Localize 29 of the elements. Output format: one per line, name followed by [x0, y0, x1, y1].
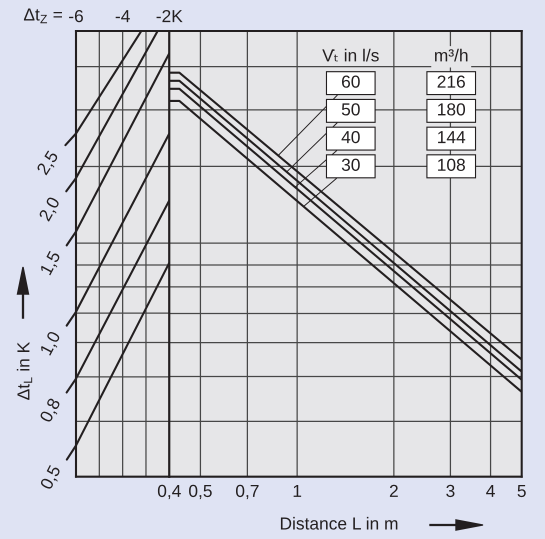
text: 40	[342, 130, 360, 144]
x-tick-label: 5	[518, 484, 526, 498]
annotation: 108	[438, 158, 465, 171]
x-tick-label: -4	[116, 10, 130, 22]
text: 60	[342, 76, 360, 88]
x-tick-label: 4	[486, 484, 495, 497]
legend-label: 2,0	[38, 196, 62, 223]
legend-label: 1,5	[40, 250, 62, 276]
text: m³/h	[435, 48, 468, 62]
legend-title: V̇ₜ in l/s	[322, 48, 379, 62]
legend-label: 0,8	[39, 397, 62, 424]
x-tick-label: -6	[69, 10, 83, 22]
x-axis-title: Distance L in m	[280, 516, 398, 530]
x-tick-label: 0,4	[158, 484, 181, 500]
annotation: 180	[438, 103, 466, 116]
x-tick-label: 0,7	[236, 484, 259, 500]
x-axis-title: Δt$_{Z}$ =	[24, 8, 62, 24]
legend-label: 1,0	[40, 330, 62, 357]
text: 30	[342, 158, 360, 171]
text: 50	[342, 103, 360, 116]
x-tick-label: 3	[446, 484, 454, 498]
x-tick-label: 2	[390, 484, 398, 497]
x-tick-label: -2K	[156, 10, 183, 22]
y-axis-title: Δt$_{L}$ in K	[16, 342, 32, 400]
x-tick-label: 0,5	[189, 484, 212, 500]
x-tick-label: 1	[294, 484, 302, 497]
annotation: 144	[438, 131, 466, 144]
legend-label: 2,5	[36, 150, 60, 177]
annotation: 216	[438, 76, 465, 88]
